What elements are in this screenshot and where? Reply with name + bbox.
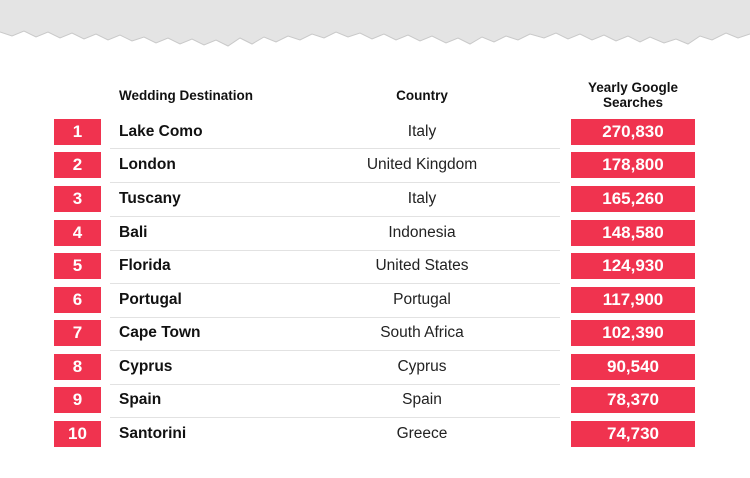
destination-cell: Bali — [119, 224, 148, 241]
searches-badge: 165,260 — [571, 186, 695, 212]
row-divider — [110, 216, 560, 217]
rank-badge: 4 — [54, 220, 101, 246]
row-divider — [110, 250, 560, 251]
searches-badge: 178,800 — [571, 152, 695, 178]
rank-badge: 9 — [54, 387, 101, 413]
rank-badge: 1 — [54, 119, 101, 145]
destination-cell: Lake Como — [119, 123, 203, 140]
row-divider — [110, 417, 560, 418]
table-row: 9 Spain Spain 78,370 — [0, 386, 750, 414]
table-row: 5 Florida United States 124,930 — [0, 252, 750, 280]
rank-badge: 2 — [54, 152, 101, 178]
destination-cell: Tuscany — [119, 190, 181, 207]
searches-badge: 78,370 — [571, 387, 695, 413]
destination-cell: Portugal — [119, 291, 182, 308]
rank-badge: 6 — [54, 287, 101, 313]
destination-cell: London — [119, 156, 176, 173]
country-cell: Portugal — [393, 291, 451, 308]
header-country: Country — [396, 88, 448, 103]
table-row: 8 Cyprus Cyprus 90,540 — [0, 353, 750, 381]
rank-badge: 10 — [54, 421, 101, 447]
table-row: 10 Santorini Greece 74,730 — [0, 420, 750, 448]
searches-badge: 148,580 — [571, 220, 695, 246]
country-cell: United Kingdom — [366, 156, 478, 173]
destination-cell: Cape Town — [119, 324, 201, 341]
destination-cell: Santorini — [119, 425, 187, 442]
table-row: 6 Portugal Portugal 117,900 — [0, 286, 750, 314]
row-divider — [110, 384, 560, 385]
table-row: 1 Lake Como Italy 270,830 — [0, 118, 750, 146]
header-searches-line1: Yearly Google — [587, 80, 679, 95]
row-divider — [110, 317, 560, 318]
table-row: 3 Tuscany Italy 165,260 — [0, 185, 750, 213]
country-cell: Italy — [407, 190, 437, 207]
destination-cell: Cyprus — [119, 358, 173, 375]
rank-badge: 8 — [54, 354, 101, 380]
searches-badge: 74,730 — [571, 421, 695, 447]
country-cell: Indonesia — [388, 224, 456, 241]
destination-cell: Florida — [119, 257, 171, 274]
row-divider — [110, 182, 560, 183]
header-searches-line2: Searches — [602, 95, 664, 110]
table-row: 2 London United Kingdom 178,800 — [0, 151, 750, 179]
country-cell: United States — [375, 257, 469, 274]
searches-badge: 102,390 — [571, 320, 695, 346]
row-divider — [110, 350, 560, 351]
rank-badge: 7 — [54, 320, 101, 346]
table-row: 4 Bali Indonesia 148,580 — [0, 219, 750, 247]
torn-paper-header — [0, 0, 750, 47]
table-row: 7 Cape Town South Africa 102,390 — [0, 319, 750, 347]
searches-badge: 270,830 — [571, 119, 695, 145]
searches-badge: 117,900 — [571, 287, 695, 313]
rank-badge: 3 — [54, 186, 101, 212]
country-cell: Greece — [396, 425, 448, 442]
searches-badge: 124,930 — [571, 253, 695, 279]
searches-badge: 90,540 — [571, 354, 695, 380]
country-cell: South Africa — [380, 324, 464, 341]
country-cell: Italy — [407, 123, 437, 140]
country-cell: Cyprus — [397, 358, 447, 375]
rank-badge: 5 — [54, 253, 101, 279]
row-divider — [110, 283, 560, 284]
country-cell: Spain — [402, 391, 442, 408]
destination-cell: Spain — [119, 391, 162, 408]
header-destination: Wedding Destination — [119, 88, 253, 103]
header-searches: Yearly Google Searches — [572, 80, 694, 110]
row-divider — [110, 148, 560, 149]
